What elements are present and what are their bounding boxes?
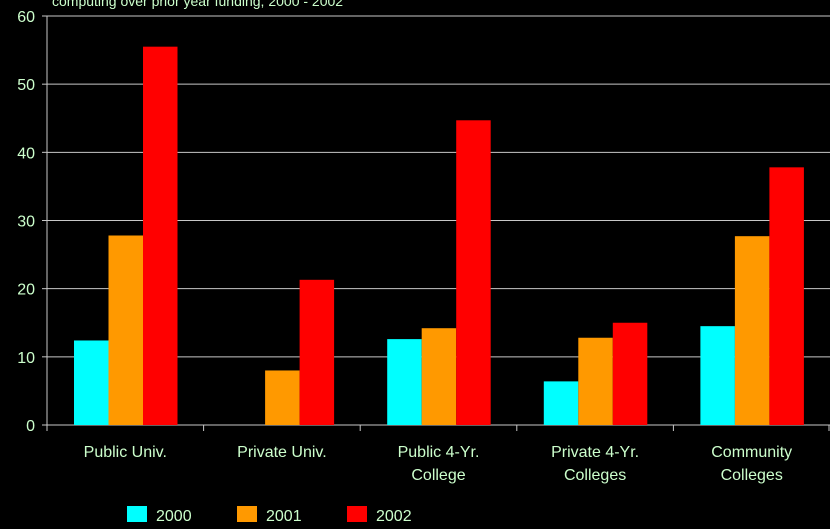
bar-2002-0 (143, 47, 178, 425)
y-tick-label: 50 (17, 77, 35, 94)
legend-swatch-2000 (127, 506, 147, 522)
x-tick-label: Colleges (564, 467, 626, 484)
x-tick-label: Public 4-Yr. (398, 444, 480, 461)
x-tick-label: Private Univ. (237, 444, 327, 461)
bar-2002-4 (769, 167, 804, 425)
x-tick-label: Colleges (721, 467, 783, 484)
bar-2002-2 (456, 120, 491, 425)
y-tick-label: 30 (17, 214, 35, 231)
legend-label-2000: 2000 (156, 508, 192, 524)
chart-title: computing over prior year funding, 2000 … (52, 0, 343, 9)
x-tick-label: Private 4-Yr. (551, 444, 639, 461)
bar-2001-1 (265, 370, 300, 425)
legend-swatch-2001 (237, 506, 257, 522)
legend-swatch-2002 (347, 506, 367, 522)
bar-2002-1 (300, 280, 335, 425)
bar-2001-2 (422, 328, 457, 425)
y-tick-label: 40 (17, 145, 35, 162)
bar-2001-0 (109, 235, 144, 425)
bar-2002-3 (613, 323, 648, 425)
legend-label-2001: 2001 (266, 508, 302, 524)
y-tick-label: 60 (17, 9, 35, 26)
y-tick-label: 10 (17, 350, 35, 367)
y-tick-label: 20 (17, 282, 35, 299)
bar-2000-0 (74, 340, 109, 425)
y-tick-label: 0 (26, 418, 35, 435)
x-tick-label: Public Univ. (84, 444, 167, 461)
bar-2000-3 (544, 381, 579, 425)
bar-2001-4 (735, 236, 770, 425)
x-tick-label: Community (711, 444, 792, 461)
x-tick-label: College (411, 467, 465, 484)
legend-label-2002: 2002 (376, 508, 412, 524)
bar-2000-2 (387, 339, 422, 425)
bar-2001-3 (578, 338, 613, 425)
bar-2000-4 (700, 326, 735, 425)
